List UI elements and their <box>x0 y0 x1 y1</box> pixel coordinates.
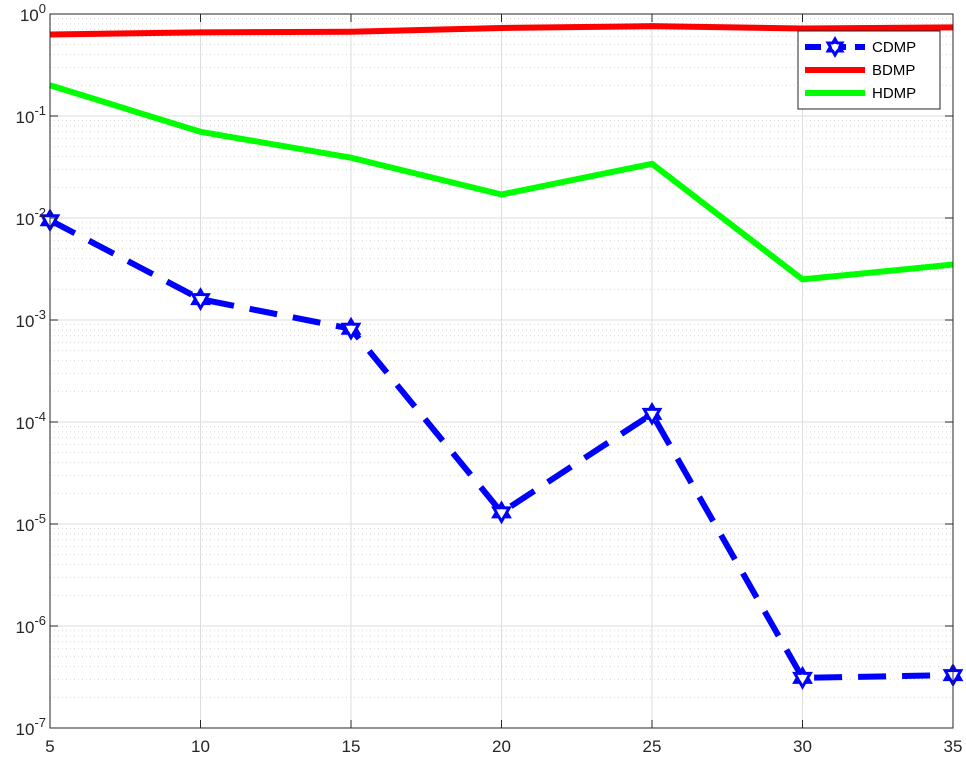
legend: CDMP BDMP HDMP <box>797 30 941 110</box>
y-tick-label: 100 <box>20 1 46 25</box>
legend-label: CDMP <box>872 39 916 56</box>
legend-label: HDMP <box>872 85 916 102</box>
legend-entry-bdmp: BDMP <box>805 62 915 79</box>
legend-entry-cdmp: CDMP <box>805 36 916 58</box>
series-line-bdmp <box>49 23 954 38</box>
cdmp-marker <box>792 665 813 690</box>
legend-label: BDMP <box>872 62 915 79</box>
grid <box>49 13 954 729</box>
y-tick-label: 10-5 <box>16 511 46 535</box>
cdmp-marker <box>340 316 362 341</box>
y-tick-label: 10-3 <box>16 307 46 331</box>
x-tick-label: 35 <box>944 737 963 756</box>
x-tick-label: 30 <box>793 737 812 756</box>
series-line-hdmp <box>49 82 954 283</box>
axes: 5 10 15 20 25 30 35 10-7 10-6 10-5 10-4 10-3 10-2 10-… <box>16 1 963 756</box>
x-tick-label: 5 <box>45 737 54 756</box>
y-tick-label: 10-4 <box>16 409 46 433</box>
x-tick-label: 25 <box>643 737 662 756</box>
x-tick-label: 10 <box>191 737 210 756</box>
cdmp-marker <box>190 287 211 312</box>
x-tick-label: 20 <box>492 737 511 756</box>
y-tick-label: 10-1 <box>16 103 46 127</box>
y-tick-label: 10-2 <box>16 205 46 229</box>
y-tick-label: 10-7 <box>16 715 46 739</box>
cdmp-marker <box>641 401 663 426</box>
legend-entry-hdmp: HDMP <box>805 85 916 102</box>
y-tick-label: 10-6 <box>16 613 46 637</box>
cdmp-marker <box>825 36 845 58</box>
cdmp-marker <box>491 500 512 525</box>
x-tick-label: 15 <box>342 737 361 756</box>
